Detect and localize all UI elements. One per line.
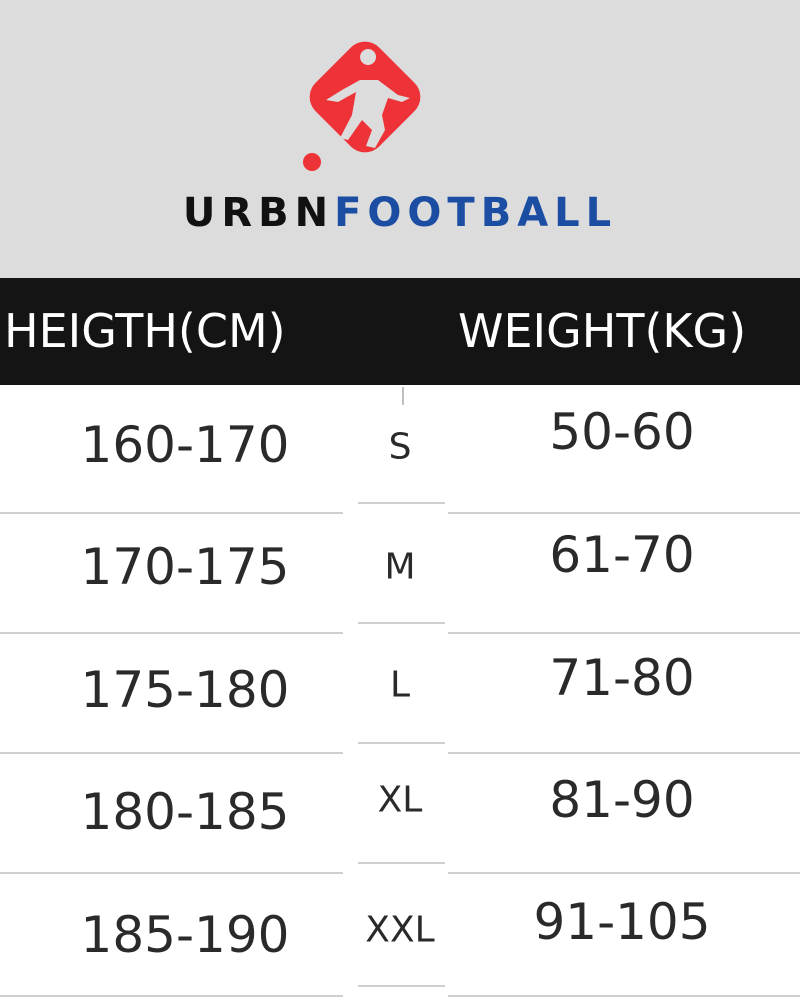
football-player-logo-icon [303,41,421,171]
row-divider [358,742,445,744]
row-divider [358,862,445,864]
row-divider [0,872,343,874]
logo-banner: URBNFOOTBALL [0,0,800,278]
row-divider [0,512,343,514]
weight-cell: 71-80 [549,649,695,707]
size-cell: S [388,426,412,468]
height-cell: 175-180 [80,661,290,719]
row-divider [0,995,343,997]
header-weight: WEIGHT(KG) [458,304,747,358]
row-divider [448,632,800,634]
height-cell: 170-175 [80,538,290,596]
weight-cell: 91-105 [533,893,711,951]
header-height: HEIGTH(CM) [4,304,286,358]
row-divider [448,752,800,754]
size-cell: XL [377,779,423,821]
row-divider [448,512,800,514]
row-divider [448,995,800,997]
row-divider [358,985,445,987]
brand-name: URBNFOOTBALL [0,190,800,236]
table-header: HEIGTH(CM) WEIGHT(KG) [0,278,800,385]
size-cell: L [389,664,411,706]
size-cell: M [384,546,416,588]
row-divider [358,502,445,504]
divider [402,387,404,405]
row-divider [448,872,800,874]
brand-part-football: FOOTBALL [334,190,618,236]
height-cell: 160-170 [80,416,290,474]
height-cell: 185-190 [80,906,290,964]
row-divider [0,632,343,634]
weight-cell: 81-90 [549,771,695,829]
size-cell: XXL [365,909,435,951]
brand-part-urbn: URBN [182,190,335,236]
height-cell: 180-185 [80,783,290,841]
weight-cell: 61-70 [549,526,695,584]
weight-cell: 50-60 [549,403,695,461]
row-divider [0,752,343,754]
row-divider [358,622,445,624]
